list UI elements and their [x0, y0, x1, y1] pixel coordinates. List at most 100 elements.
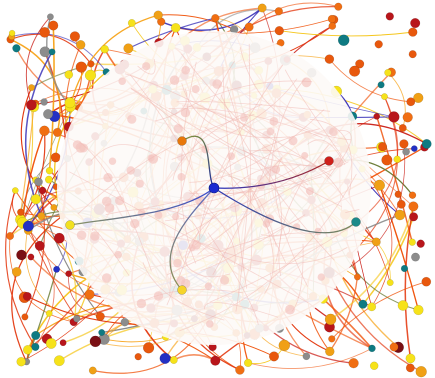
ghost-edge [291, 243, 304, 312]
network-edge [331, 281, 427, 340]
network-node [53, 265, 60, 273]
ghost-edge [207, 232, 259, 325]
network-node [371, 237, 381, 247]
ghost-node [333, 157, 344, 168]
network-node [388, 111, 400, 123]
ghost-edge [206, 190, 229, 209]
ghost-edge [77, 113, 255, 215]
network-node [22, 291, 32, 301]
ghost-node [305, 187, 314, 196]
network-node [120, 318, 130, 327]
ghost-edge [220, 94, 335, 261]
ghost-node [240, 114, 248, 122]
network-node [274, 7, 283, 16]
ghost-edge [176, 101, 331, 112]
network-edge [54, 67, 83, 117]
network-node [75, 40, 86, 50]
ghost-node [285, 304, 295, 315]
ghost-edge [209, 226, 352, 303]
ghost-edge [164, 163, 311, 222]
network-node [87, 60, 95, 68]
network-node [52, 127, 62, 137]
network-node [334, 2, 343, 11]
focus-neighbor-node [177, 136, 187, 146]
ghost-edge [182, 105, 332, 177]
network-edge [22, 222, 55, 348]
ghost-edge [193, 191, 206, 210]
network-node [12, 44, 21, 53]
ghost-node [173, 124, 183, 134]
network-node [21, 313, 29, 321]
ghost-edge [161, 164, 301, 212]
network-node [89, 335, 102, 348]
focus-node [208, 182, 220, 194]
network-node [53, 232, 65, 244]
network-node [59, 339, 67, 347]
network-node [348, 358, 359, 369]
focus-edge [213, 160, 330, 189]
ghost-edge [284, 69, 347, 163]
network-edge [10, 33, 92, 65]
network-node [22, 220, 34, 232]
network-node [8, 29, 16, 37]
network-node [325, 346, 335, 357]
network-node [45, 175, 53, 184]
ghost-edge [189, 161, 349, 195]
network-node [64, 97, 76, 109]
ghost-node [153, 291, 164, 301]
network-node [6, 232, 15, 240]
network-node [169, 356, 178, 364]
network-edge [9, 130, 46, 237]
network-edge [27, 226, 78, 319]
ghost-node [90, 231, 100, 241]
network-node [134, 353, 142, 361]
ghost-edge [172, 103, 263, 181]
network-node [413, 92, 424, 104]
network-node [39, 46, 51, 58]
network-node [405, 353, 416, 364]
network-node [100, 45, 109, 54]
network-node [410, 145, 418, 152]
network-node [159, 352, 171, 364]
network-node [48, 48, 56, 56]
ghost-edge [130, 88, 287, 264]
ghost-edge [69, 171, 309, 304]
network-node [64, 70, 74, 79]
network-edge [376, 116, 413, 243]
ghost-edge [309, 118, 353, 195]
ghost-node [317, 273, 325, 281]
ghost-edge [130, 87, 342, 207]
network-node [65, 270, 72, 278]
focus-edge [213, 187, 357, 234]
network-node [274, 26, 284, 36]
network-node [349, 65, 361, 77]
network-node [84, 289, 95, 300]
ghost-edge [137, 59, 156, 75]
network-node [16, 249, 27, 261]
network-edge [5, 190, 36, 348]
network-node [37, 212, 46, 220]
ghost-node [191, 85, 200, 94]
ghost-edge [179, 173, 357, 332]
network-node [370, 361, 379, 370]
network-node [400, 264, 409, 273]
network-node [257, 3, 267, 13]
ghost-node [136, 298, 147, 309]
network-node [48, 20, 59, 31]
network-node [45, 166, 54, 175]
focus-neighbor-node [351, 217, 361, 227]
network-node [408, 191, 417, 199]
ghost-edge [274, 158, 308, 287]
network-node [398, 124, 407, 132]
network-node [69, 31, 81, 42]
network-node [26, 99, 37, 111]
network-node [38, 186, 47, 195]
network-node [98, 329, 106, 336]
network-node [406, 97, 416, 107]
network-node [353, 273, 361, 281]
ghost-node [127, 114, 137, 124]
ghost-edge [243, 177, 274, 294]
network-edge [248, 2, 339, 28]
ghost-node [206, 320, 214, 328]
